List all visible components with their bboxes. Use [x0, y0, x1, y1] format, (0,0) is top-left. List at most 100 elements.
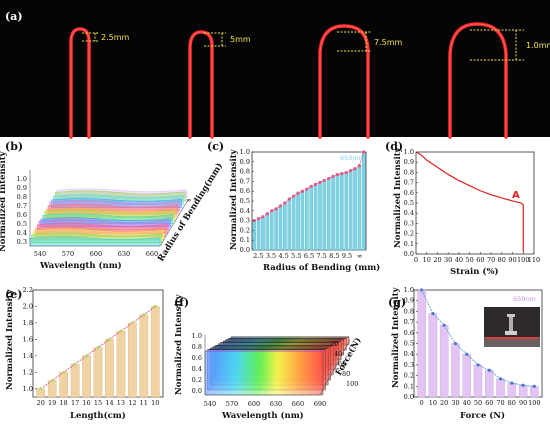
z-tick-label: 80: [342, 370, 350, 378]
chart-e: (e) 1.0 1.2 1.4 1.6 1.8 2.0 2.2 20 19 18 17 16 15 14…: [5, 286, 164, 421]
data-point: [331, 174, 335, 179]
bars: [36, 306, 160, 398]
legend-label: 650nm: [340, 154, 363, 162]
y-tick-label: 0.4: [404, 350, 414, 358]
chart-f: (f) 0.0 0.2 0.4 0.6 0.8 1.0 540 570 600 630 660 69…: [174, 293, 364, 421]
y-tick-label: 0.1: [240, 236, 250, 244]
bars: [252, 151, 366, 251]
bar: [473, 364, 483, 398]
y-axis-title: Normalized Intensity: [5, 288, 15, 390]
y-tick-label: 0.7: [404, 318, 414, 326]
y-tick-label: 0.2: [404, 230, 414, 238]
bar: [462, 354, 471, 398]
spectrum-layer: [29, 236, 161, 247]
data-point: [300, 189, 305, 193]
y-tick-label: 0.8: [404, 307, 414, 315]
bar: [256, 218, 261, 251]
x-tick-label: 40: [463, 399, 471, 407]
bar: [291, 195, 296, 251]
bar: [105, 339, 114, 398]
y-tick-label: 0.2: [240, 226, 250, 234]
spectrum-layer: [53, 194, 184, 205]
x-axis-title: Wavelength (nm): [221, 410, 304, 421]
bar: [82, 355, 91, 398]
y-tick-label: 0.5: [240, 197, 250, 205]
x-tick-label: 19: [48, 399, 56, 407]
x-tick-label: 80: [508, 399, 516, 407]
strain-curve: [415, 151, 524, 252]
z-tick-label: ∞: [186, 196, 191, 204]
data-point: [420, 288, 424, 292]
y-axis-title: Normalized Intensity: [229, 148, 239, 250]
bar: [296, 192, 300, 251]
bar: [348, 170, 353, 251]
measure-label: 7.5mm: [374, 38, 403, 47]
panel-label-g: (g): [388, 296, 406, 309]
x-tick-label: 630: [270, 400, 282, 408]
data-point: [442, 323, 446, 327]
bar: [150, 306, 160, 398]
data-point: [296, 191, 300, 195]
y-tick-label: 2.2: [23, 286, 33, 294]
y-tick-label: 1.0: [404, 148, 414, 156]
x-tick-label: 20: [440, 399, 448, 407]
x-tick-label: 12: [128, 399, 136, 407]
data-point: [353, 167, 357, 171]
x-tick-label: 60: [476, 256, 484, 264]
bar: [322, 180, 327, 251]
y-tick-label: 2.0: [23, 302, 33, 310]
x-tick-label: 7.5: [316, 252, 326, 260]
bar: [70, 363, 80, 398]
panel-label-a: (a): [5, 10, 23, 23]
x-tick-label: 10: [429, 399, 437, 407]
y-tick-label: 0.4: [240, 207, 250, 215]
x-tick-label: 5.5: [291, 252, 301, 260]
x-tick-label: 40: [455, 256, 463, 264]
y-tick-label: 0.9: [240, 158, 250, 166]
bar: [269, 210, 274, 251]
x-axis-title: Length(cm): [70, 410, 126, 421]
data-point: [498, 377, 503, 381]
data-point: [309, 184, 313, 188]
data-point: [344, 170, 348, 175]
x-tick-label: 100: [517, 256, 529, 264]
bar: [331, 176, 335, 251]
x-tick-label: 90: [519, 399, 527, 407]
bar: [344, 172, 349, 251]
data-point: [532, 384, 536, 388]
data-point: [153, 304, 157, 309]
y-tick-label: 0.1: [404, 382, 414, 390]
x-tick-label: 18: [59, 399, 67, 407]
x-tick-label: 10: [151, 399, 159, 407]
spectrum-layer: [47, 203, 179, 215]
bar: [335, 174, 340, 251]
data-point: [96, 346, 100, 350]
z-tick-label: 100: [346, 380, 358, 388]
x-tick-label: 2.5: [253, 252, 263, 260]
y-axis-title: Normalized Intensity: [393, 146, 403, 248]
y-tick-label: 0.8: [17, 193, 27, 201]
data-point: [318, 180, 322, 184]
x-tick-label: 60: [485, 399, 493, 407]
data-point: [362, 150, 366, 154]
bar: [326, 178, 331, 251]
data-point: [340, 171, 344, 176]
data-point: [476, 363, 480, 367]
bars: [417, 289, 539, 398]
x-tick-label: 13: [117, 399, 125, 407]
data-point: [327, 176, 331, 181]
data-point: [265, 212, 269, 216]
x-tick-label: 600: [90, 250, 102, 258]
data-point: [335, 172, 340, 177]
annotation-A: A: [512, 190, 520, 201]
x-tick-label: 690: [314, 400, 326, 408]
y-tick-label: 1.0: [240, 148, 250, 156]
panel-label-f: (f): [174, 296, 189, 309]
y-tick-label: 0.5: [404, 199, 414, 207]
spectrum-layer: [42, 213, 173, 224]
y-axis-title: Normalized Intensity: [0, 150, 8, 252]
spectrum-layer: [31, 232, 163, 244]
x-tick-label: 8.5: [329, 252, 339, 260]
y-tick-label: 0.3: [240, 217, 250, 225]
